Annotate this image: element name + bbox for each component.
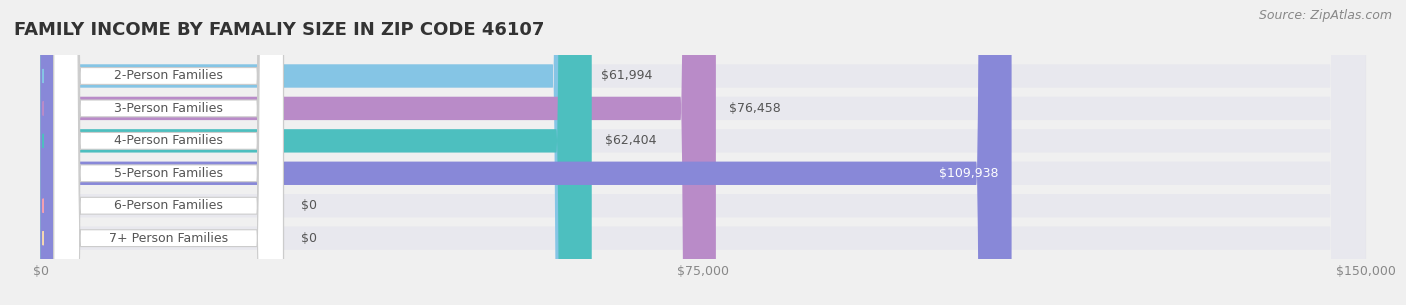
Text: 5-Person Families: 5-Person Families [114,167,224,180]
FancyBboxPatch shape [41,0,1011,305]
Text: $62,404: $62,404 [605,135,657,147]
FancyBboxPatch shape [41,0,592,305]
FancyBboxPatch shape [53,0,284,305]
FancyBboxPatch shape [53,0,284,305]
FancyBboxPatch shape [41,0,1365,305]
FancyBboxPatch shape [53,0,284,305]
FancyBboxPatch shape [41,0,1365,305]
Text: 2-Person Families: 2-Person Families [114,70,224,82]
Text: 3-Person Families: 3-Person Families [114,102,224,115]
FancyBboxPatch shape [41,0,1365,305]
FancyBboxPatch shape [53,0,284,305]
Text: $76,458: $76,458 [730,102,780,115]
FancyBboxPatch shape [41,0,1365,305]
FancyBboxPatch shape [41,0,1365,305]
FancyBboxPatch shape [41,0,716,305]
Text: $0: $0 [301,199,318,212]
Text: FAMILY INCOME BY FAMALIY SIZE IN ZIP CODE 46107: FAMILY INCOME BY FAMALIY SIZE IN ZIP COD… [14,20,544,38]
FancyBboxPatch shape [53,0,284,305]
FancyBboxPatch shape [41,0,1365,305]
FancyBboxPatch shape [41,0,588,305]
Text: 4-Person Families: 4-Person Families [114,135,224,147]
Text: $109,938: $109,938 [939,167,998,180]
Text: $0: $0 [301,232,318,245]
FancyBboxPatch shape [53,0,284,305]
Text: 7+ Person Families: 7+ Person Families [110,232,228,245]
Text: 6-Person Families: 6-Person Families [114,199,224,212]
Text: Source: ZipAtlas.com: Source: ZipAtlas.com [1258,9,1392,22]
Text: $61,994: $61,994 [602,70,652,82]
